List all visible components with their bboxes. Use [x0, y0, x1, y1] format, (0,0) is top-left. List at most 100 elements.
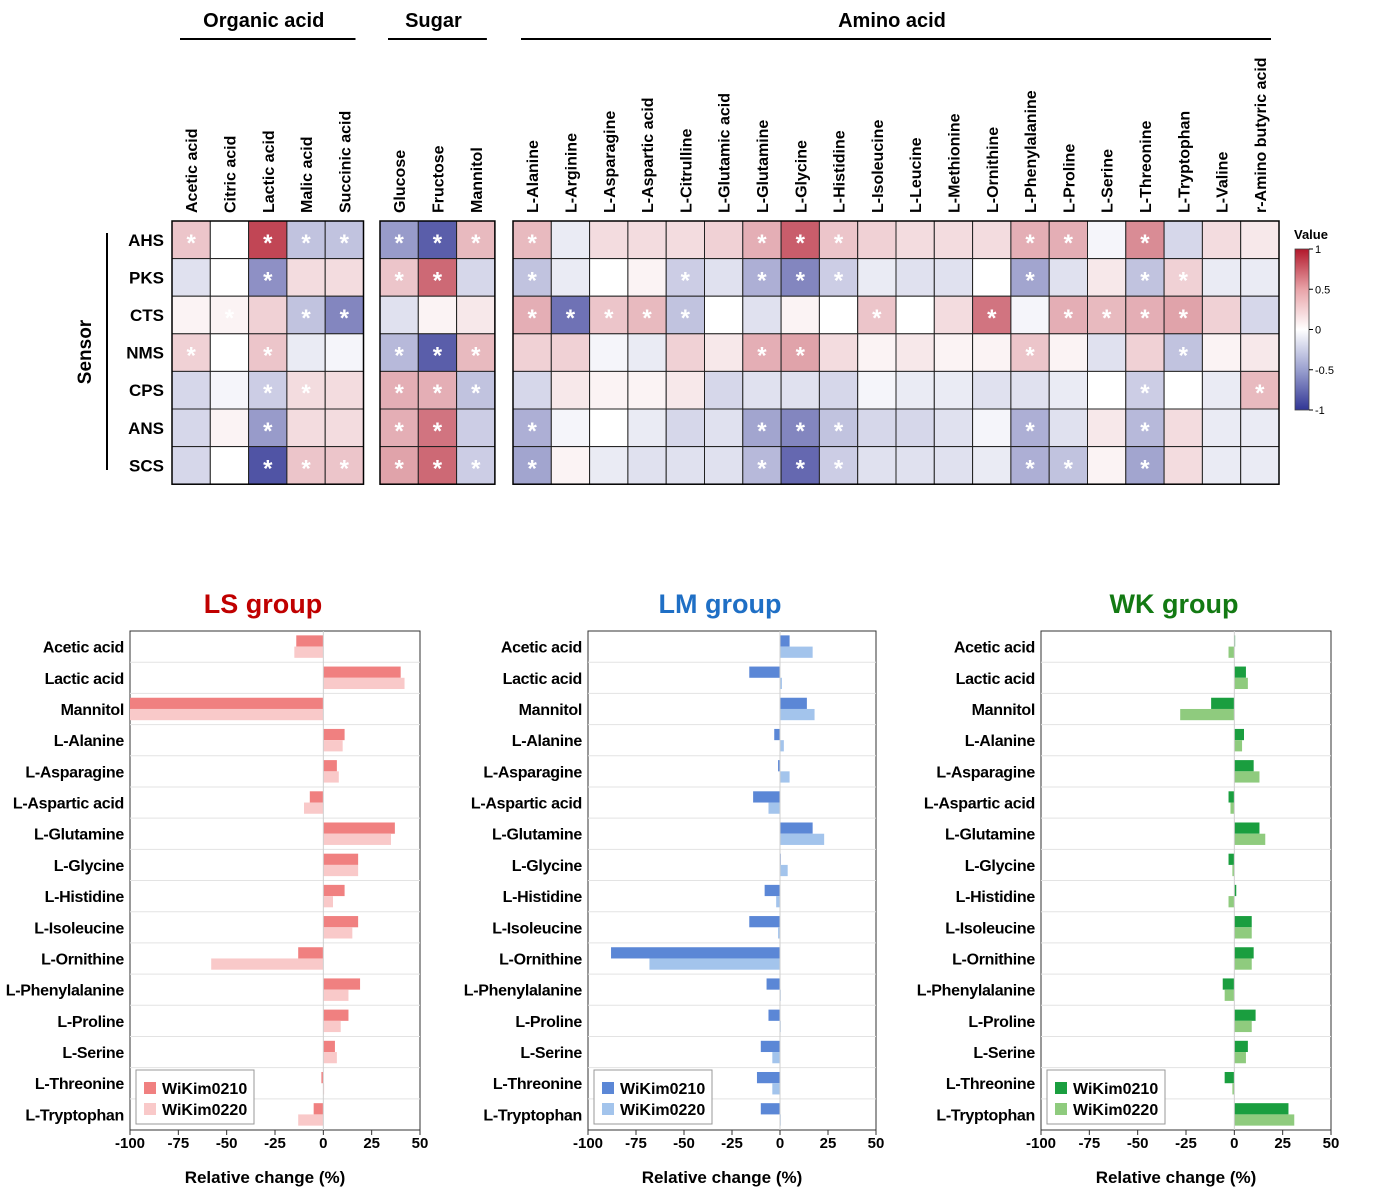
- significance-marker: *: [263, 343, 273, 370]
- column-label: L-Methionine: [946, 113, 963, 213]
- colorbar-tick-label: 0: [1315, 325, 1321, 337]
- bar-wikim0220: [304, 802, 324, 814]
- bar-wikim0220: [323, 1052, 337, 1064]
- column-label: Malic acid: [299, 137, 316, 213]
- bar-wikim0210: [760, 1040, 780, 1053]
- bar-wikim0210: [1234, 1009, 1256, 1021]
- sensor-axis-label: Sensor: [75, 319, 96, 384]
- heatmap-cell: [1201, 370, 1242, 410]
- bar-wikim0210: [323, 666, 401, 678]
- category-label: L-Histidine: [956, 889, 1036, 906]
- heatmap-cell: [1048, 408, 1088, 448]
- bar-wikim0220: [211, 958, 324, 970]
- bar-wikim0220: [1234, 771, 1260, 783]
- heatmap-cell: [895, 220, 935, 260]
- heatmap-cell: [324, 370, 365, 410]
- category-label: L-Ornithine: [41, 951, 124, 968]
- heatmap-cell: [1240, 408, 1280, 448]
- significance-marker: *: [1064, 305, 1074, 332]
- category-label: L-Alanine: [965, 733, 1036, 750]
- column-label: L-Leucine: [908, 137, 925, 213]
- bar-wikim0220: [323, 1020, 341, 1033]
- heatmap-cell: [1087, 220, 1127, 260]
- category-label: Lactic acid: [956, 671, 1035, 688]
- legend-swatch: [1055, 1103, 1067, 1115]
- category-label: L-Isoleucine: [34, 920, 124, 937]
- x-tick-label: 0: [1230, 1135, 1238, 1152]
- column-label: L-Arginine: [563, 133, 580, 213]
- significance-marker: *: [1064, 455, 1074, 482]
- heatmap-cell: [209, 295, 250, 335]
- column-label: L-Alanine: [525, 140, 542, 213]
- heatmap-cell: [1048, 370, 1088, 410]
- heatmap-cell: [704, 370, 744, 410]
- heatmap-cell: [379, 408, 419, 448]
- heatmap-cell: [209, 408, 250, 448]
- significance-marker: *: [681, 267, 691, 294]
- heatmap-cell: [895, 408, 935, 448]
- x-tick-label: -50: [1127, 1135, 1149, 1152]
- significance-marker: *: [1140, 455, 1150, 482]
- significance-marker: *: [301, 305, 311, 332]
- heatmap-cell: [1240, 446, 1280, 485]
- bar-wikim0220: [1232, 1083, 1235, 1095]
- significance-marker: *: [527, 418, 537, 445]
- legend-swatch: [602, 1082, 614, 1094]
- heatmap-cell: [1087, 370, 1127, 410]
- significance-marker: *: [1140, 305, 1150, 332]
- bar-wikim0210: [296, 635, 324, 647]
- bar-wikim0210: [130, 697, 324, 709]
- bar-wikim0220: [772, 1083, 780, 1095]
- bar-wikim0220: [1228, 896, 1235, 908]
- heatmap-cell: [286, 258, 326, 297]
- column-label: L-Valine: [1215, 152, 1232, 213]
- category-label: L-Asparagine: [936, 764, 1035, 781]
- bar-panel-ls-group: LS group Acetic acid Lactic acid Mannitol L-…: [6, 589, 429, 1187]
- heatmap-cell: [972, 258, 1012, 297]
- bar-wikim0220: [1234, 740, 1243, 752]
- significance-marker: *: [757, 418, 767, 445]
- column-label: L-Citrulline: [678, 128, 695, 213]
- bar-wikim0210: [1234, 666, 1246, 678]
- significance-marker: *: [263, 455, 273, 482]
- heatmap-cell: [286, 408, 326, 448]
- heatmap-cell: [1163, 333, 1203, 372]
- category-label: L-Alanine: [512, 733, 583, 750]
- bar-wikim0210: [1234, 1040, 1248, 1053]
- category-label: L-Threonine: [946, 1076, 1036, 1093]
- heatmap-chart: AHS PKS CTS NMS CPS ANS SCS Sensor Organic acid A…: [75, 10, 1334, 485]
- legend-swatch: [144, 1103, 156, 1115]
- bar-wikim0210: [1234, 884, 1237, 897]
- category-label: Lactic acid: [503, 671, 582, 688]
- significance-marker: *: [527, 230, 537, 257]
- bar-wikim0210: [766, 978, 780, 990]
- heatmap-cell: [895, 258, 935, 297]
- significance-marker: *: [1102, 305, 1112, 332]
- column-label: L-Isoleucine: [870, 120, 887, 213]
- heatmap-cell: [627, 258, 667, 297]
- column-label: Succinic acid: [337, 111, 354, 213]
- heatmap-cell: [1240, 220, 1280, 260]
- bar-wikim0220: [778, 927, 780, 939]
- heatmap-cell: [589, 446, 629, 485]
- heatmap-cell: [818, 333, 859, 372]
- significance-marker: *: [1179, 343, 1189, 370]
- heatmap-cell: [456, 258, 496, 297]
- bar-wikim0210: [764, 884, 780, 897]
- significance-marker: *: [527, 305, 537, 332]
- significance-marker: *: [340, 230, 350, 257]
- colorbar-tick-label: -1: [1315, 405, 1325, 417]
- bar-wikim0210: [768, 1009, 780, 1021]
- category-label: Acetic acid: [501, 640, 582, 657]
- heatmap-cell: [550, 295, 591, 335]
- heatmap-cell: [1087, 295, 1127, 335]
- colorbar-tick-label: -0.5: [1315, 365, 1334, 377]
- bar-wikim0210: [323, 978, 361, 990]
- heatmap-cell: [379, 295, 419, 335]
- heatmap-cell: [704, 446, 744, 485]
- bar-wikim0220: [780, 740, 784, 752]
- significance-marker: *: [471, 455, 481, 482]
- heatmap-cell: [379, 258, 419, 297]
- heatmap-cell: [1010, 408, 1050, 448]
- x-tick-label: 0: [776, 1135, 784, 1152]
